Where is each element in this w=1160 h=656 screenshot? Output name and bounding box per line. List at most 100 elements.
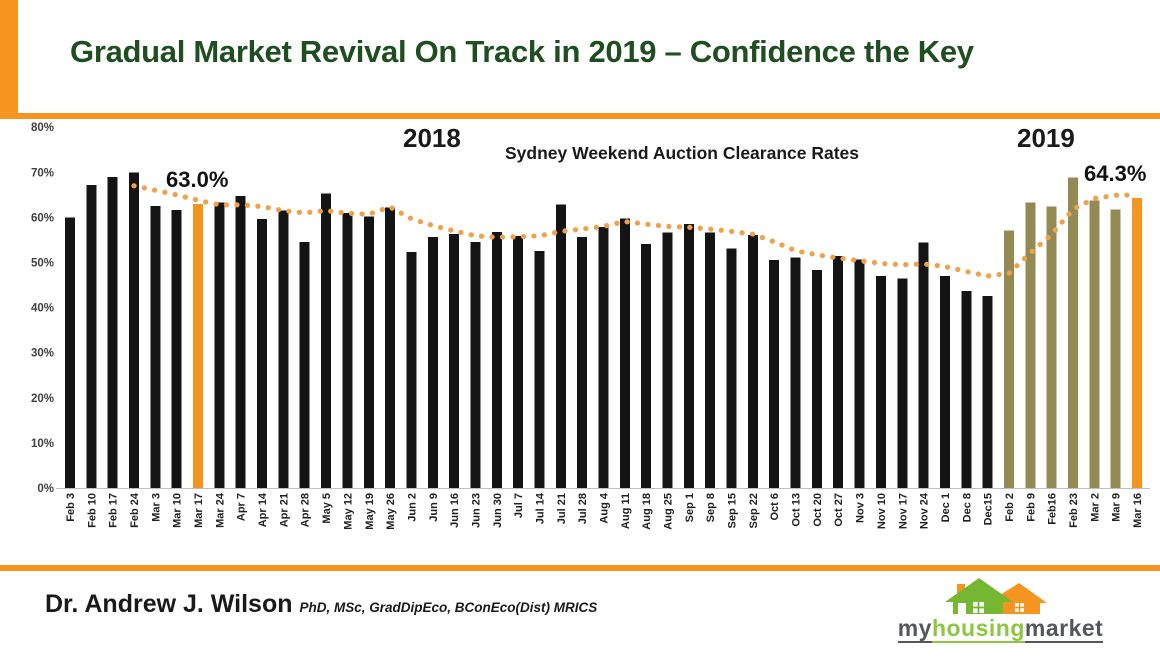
x-tick-label: Feb16 (1047, 493, 1059, 525)
x-tick-label: Mar 24 (214, 492, 226, 528)
bar-Feb16 (1046, 206, 1057, 489)
y-tick-label: 50% (31, 258, 54, 270)
x-tick-label: Aug 25 (663, 493, 675, 530)
x-tick-label: Feb 2 (1004, 493, 1016, 522)
y-tick-label: 80% (31, 122, 54, 134)
x-tick-label: Mar 2 (1089, 493, 1101, 522)
x-tick-label: Jun 16 (449, 493, 461, 528)
top-divider-rule (0, 113, 1160, 119)
x-tick-label: May 5 (321, 493, 333, 524)
x-tick-label: Feb 9 (1025, 493, 1037, 522)
bar-Oct 20 (811, 270, 822, 488)
x-tick-label: Nov 17 (897, 493, 909, 529)
bar-Aug 4 (598, 226, 609, 488)
logo-text-market: market (1024, 615, 1104, 643)
bar-Jun 9 (427, 237, 438, 488)
x-tick-label: Jul 28 (577, 493, 589, 524)
x-tick-label: Feb 17 (108, 493, 120, 528)
bottom-divider-rule (0, 565, 1160, 571)
bar-Jul 7 (513, 235, 524, 488)
x-tick-label: Mar 10 (172, 493, 184, 528)
year-label-2018: 2018 (403, 123, 461, 153)
slide-title: Gradual Market Revival On Track in 2019 … (70, 34, 974, 69)
author-credentials: PhD, MSc, GradDipEco, BConEco(Dist) MRIC… (299, 600, 598, 615)
x-tick-label: Apr 28 (300, 493, 312, 527)
x-tick-label: Jun 23 (470, 493, 482, 528)
bar-Feb 3 (65, 217, 75, 488)
bar-Apr 7 (235, 196, 246, 488)
bar-Mar 2 (1089, 200, 1100, 488)
bar-Feb 23 (1067, 177, 1078, 488)
bar-Dec 8 (961, 290, 972, 488)
x-tick-label: Nov 24 (919, 492, 931, 529)
logo-text-my: my (897, 615, 932, 643)
x-tick-label: Sep 8 (705, 493, 717, 522)
x-tick-label: Sep 22 (748, 493, 760, 528)
bar-Apr 21 (278, 210, 289, 488)
bar-Oct 13 (790, 257, 801, 488)
x-tick-label: Jun 2 (406, 493, 418, 522)
bar-Mar 16 (1132, 198, 1142, 488)
annotation-mar16-2019: 64.3% (1084, 161, 1147, 186)
bar-May 19 (363, 216, 374, 489)
x-tick-label: Jun 9 (428, 493, 440, 522)
bar-Jul 14 (534, 251, 545, 488)
bar-Feb 9 (1025, 202, 1036, 488)
bar-Jun 16 (449, 234, 460, 488)
x-tick-label: May 26 (385, 493, 397, 530)
bar-Nov 10 (875, 276, 886, 488)
bar-Aug 11 (619, 218, 630, 488)
y-tick-label: 20% (31, 393, 54, 405)
x-tick-label: Dec15 (983, 493, 995, 525)
bar-Mar 17 (193, 203, 204, 488)
bar-Mar 24 (214, 202, 225, 488)
x-tick-label: Oct 27 (833, 493, 845, 527)
bar-Jul 21 (555, 204, 566, 489)
trend-dotted-line (131, 183, 1140, 279)
annotation-mar17-2018: 63.0% (166, 167, 229, 192)
x-tick-label: Jul 21 (556, 493, 568, 524)
logo-wordmark: myhousingmarket (888, 615, 1113, 643)
bar-Apr 28 (299, 242, 310, 488)
bar-Apr 14 (257, 219, 268, 489)
x-tick-label: May 12 (342, 493, 354, 530)
bar-May 26 (385, 207, 396, 488)
x-tick-label: Aug 18 (641, 493, 653, 530)
bar-Aug 18 (641, 244, 652, 488)
x-tick-label: Nov 10 (876, 493, 888, 529)
x-tick-label: Jul 14 (534, 492, 546, 524)
author-name: Dr. Andrew J. Wilson (45, 590, 293, 618)
bar-Nov 17 (897, 278, 908, 488)
logo-houses-icon (945, 578, 1047, 614)
bar-Sep 1 (683, 224, 694, 489)
x-tick-label: Mar 16 (1132, 493, 1144, 528)
y-tick-label: 40% (31, 303, 54, 315)
bar-Jun 30 (491, 231, 502, 488)
author-line: Dr. Andrew J. Wilson PhD, MSc, GradDipEco… (45, 590, 597, 619)
x-tick-label: Oct 13 (791, 493, 803, 527)
bar-Jun 2 (406, 252, 417, 488)
bar-Oct 27 (833, 256, 844, 488)
x-tick-label: Feb 24 (129, 492, 141, 528)
x-tick-label: Aug 11 (620, 493, 632, 529)
year-label-2019: 2019 (1017, 123, 1075, 153)
bar-May 5 (321, 193, 332, 488)
bar-Nov 24 (918, 242, 929, 488)
bar-Sep 22 (747, 234, 758, 488)
x-tick-label: Aug 4 (599, 492, 611, 523)
bar-Dec 1 (939, 276, 950, 488)
x-tick-label: Feb 23 (1068, 493, 1080, 528)
bar-Feb 2 (1003, 230, 1014, 488)
auction-clearance-chart: 0% 10% 20% 30% 40% 50% 60% 70% 80% Feb 3 Feb 10 Feb… (31, 122, 1150, 530)
x-tick-label: Feb 3 (65, 493, 77, 522)
x-tick-label: Feb 10 (86, 493, 98, 528)
x-tick-label: Apr 21 (278, 493, 290, 527)
x-tick-label: Nov 3 (855, 493, 867, 523)
x-tick-label: Sep 15 (727, 493, 739, 528)
x-tick-label: Sep 1 (684, 493, 696, 522)
y-tick-label: 70% (31, 167, 54, 179)
chart-title: Sydney Weekend Auction Clearance Rates (505, 143, 860, 163)
x-tick-label: Apr 14 (257, 492, 269, 527)
bar-Jul 28 (577, 237, 588, 488)
